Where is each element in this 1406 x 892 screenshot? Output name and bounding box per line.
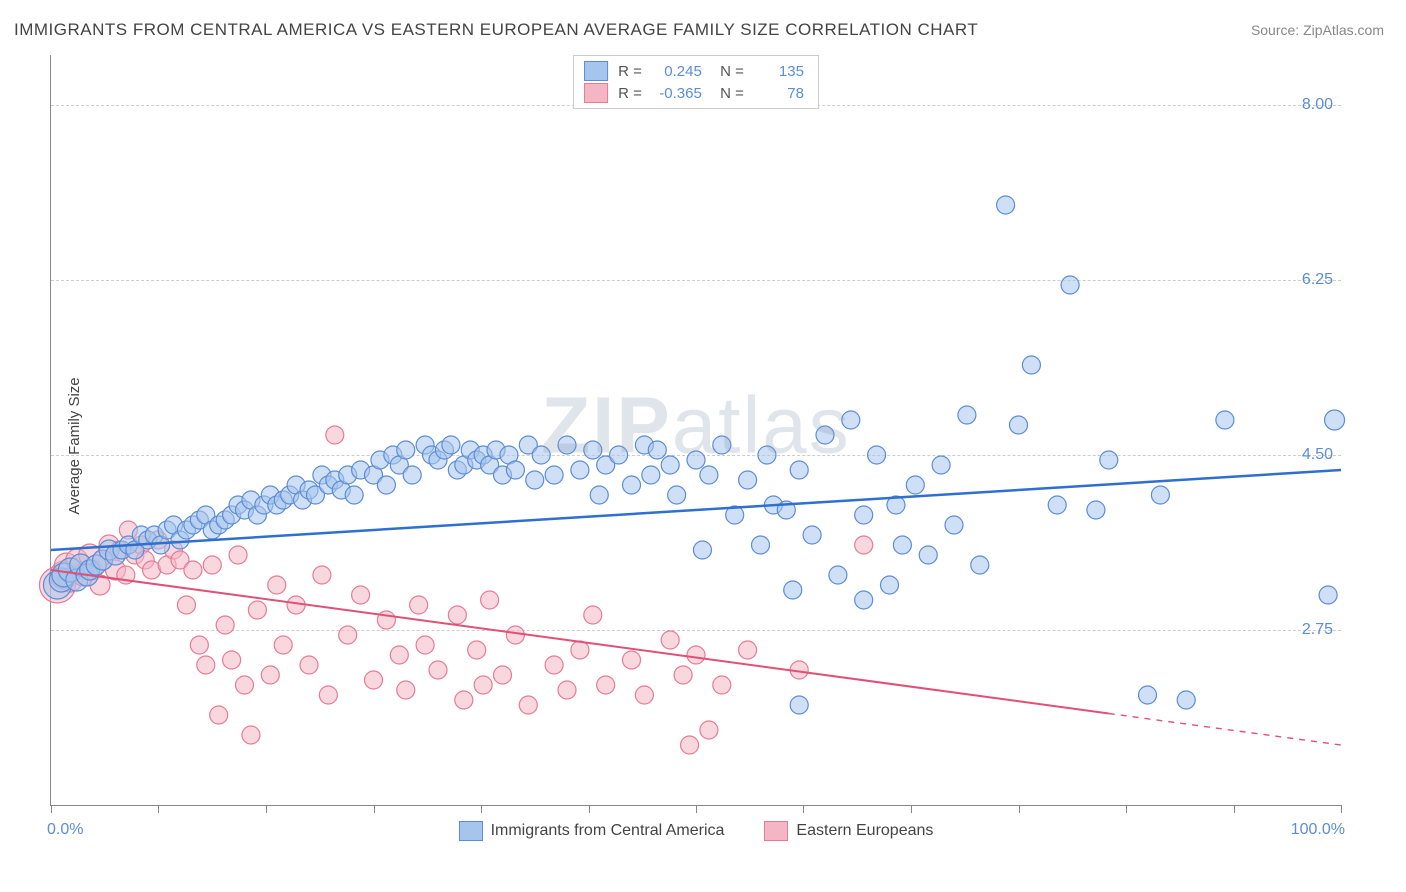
plot-area: ZIPatlas R = 0.245 N = 135 R = -0.365 N … — [50, 55, 1341, 806]
swatch-series-b — [584, 83, 608, 103]
x-tick — [374, 805, 375, 813]
x-tick — [481, 805, 482, 813]
source-attribution: Source: ZipAtlas.com — [1251, 22, 1384, 38]
legend-label-b: Eastern Europeans — [796, 822, 933, 840]
x-tick — [51, 805, 52, 813]
r-label: R = — [618, 85, 642, 102]
x-tick — [158, 805, 159, 813]
chart-title: IMMIGRANTS FROM CENTRAL AMERICA VS EASTE… — [14, 20, 978, 40]
x-min-label: 0.0% — [47, 821, 83, 839]
r-value-a: 0.245 — [652, 63, 702, 80]
n-label: N = — [712, 63, 744, 80]
series-legend: Immigrants from Central America Eastern … — [51, 821, 1341, 841]
legend-item-b: Eastern Europeans — [764, 821, 933, 841]
trend-line — [51, 470, 1341, 550]
x-max-label: 100.0% — [1291, 821, 1345, 839]
x-tick — [266, 805, 267, 813]
r-label: R = — [618, 63, 642, 80]
x-tick — [1234, 805, 1235, 813]
x-tick — [803, 805, 804, 813]
swatch-series-b — [764, 821, 788, 841]
trend-layer — [51, 55, 1341, 805]
n-label: N = — [712, 85, 744, 102]
swatch-series-a — [459, 821, 483, 841]
r-value-b: -0.365 — [652, 85, 702, 102]
x-tick — [589, 805, 590, 813]
correlation-legend: R = 0.245 N = 135 R = -0.365 N = 78 — [573, 55, 819, 109]
n-value-b: 78 — [754, 85, 804, 102]
swatch-series-a — [584, 61, 608, 81]
legend-row-b: R = -0.365 N = 78 — [584, 82, 804, 104]
trend-line-extrapolated — [1109, 714, 1341, 746]
x-tick — [911, 805, 912, 813]
legend-item-a: Immigrants from Central America — [459, 821, 725, 841]
x-tick — [696, 805, 697, 813]
legend-row-a: R = 0.245 N = 135 — [584, 60, 804, 82]
trend-line — [51, 570, 1109, 714]
x-tick — [1019, 805, 1020, 813]
n-value-a: 135 — [754, 63, 804, 80]
x-tick — [1341, 805, 1342, 813]
legend-label-a: Immigrants from Central America — [491, 822, 725, 840]
x-tick — [1126, 805, 1127, 813]
